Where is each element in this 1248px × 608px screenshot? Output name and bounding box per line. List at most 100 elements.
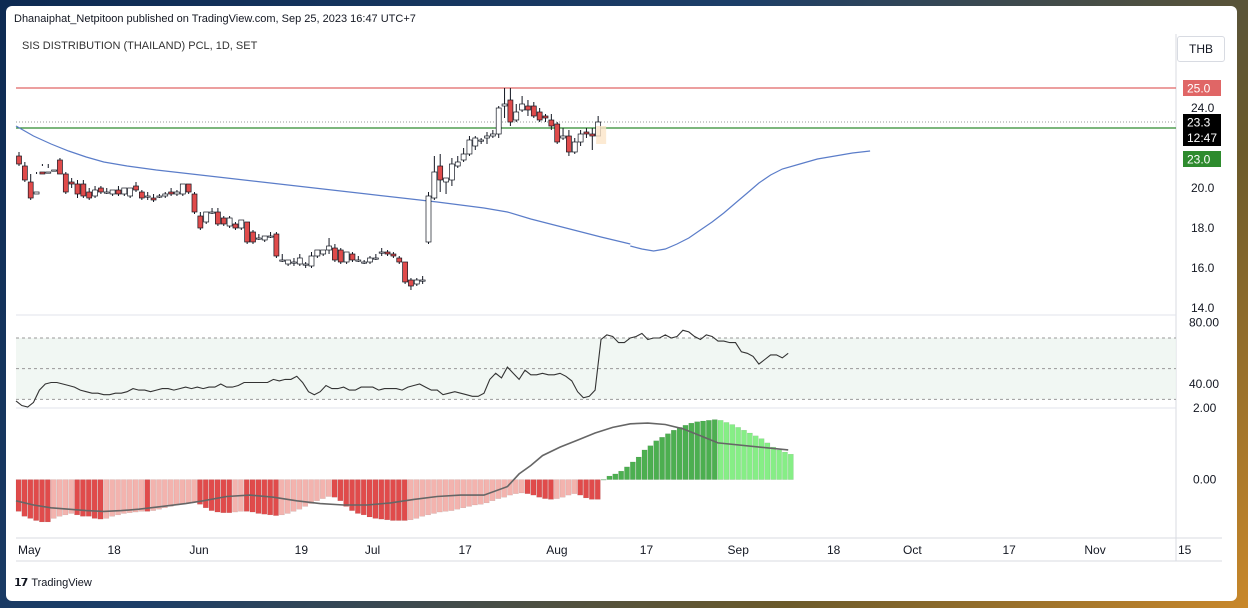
candle-body — [185, 183, 192, 193]
histogram-bar — [776, 449, 782, 480]
candle-body — [179, 183, 186, 195]
oscillator-tick-label: 40.00 — [1189, 377, 1219, 391]
candle-body — [495, 107, 502, 135]
histogram-bar — [630, 461, 636, 480]
histogram-bar — [115, 479, 121, 516]
candle-body — [449, 163, 455, 181]
histogram-bar — [676, 427, 683, 480]
histogram-bar — [548, 479, 554, 500]
candle-body — [554, 123, 561, 143]
time-tick-label: 15 — [1178, 543, 1192, 557]
histogram-bar — [688, 422, 695, 480]
candle-body — [144, 195, 151, 198]
histogram-bar — [337, 479, 344, 501]
histogram-bar — [349, 479, 355, 511]
candle-body — [355, 259, 362, 262]
candle-body — [402, 261, 408, 283]
histogram-bar — [302, 479, 309, 507]
candle-body — [197, 215, 204, 229]
histogram-bar — [214, 479, 221, 513]
candle-body — [501, 103, 508, 107]
histogram-bar — [571, 479, 578, 494]
currency-selector[interactable]: THB — [1177, 36, 1225, 62]
histogram-bar — [162, 479, 168, 509]
candle-body — [191, 193, 198, 213]
candle-body — [425, 195, 432, 243]
footer: 𝟭𝟳 TradingView — [14, 576, 92, 590]
histogram-bar — [536, 479, 543, 498]
histogram-bar — [530, 479, 537, 496]
histogram-bar — [103, 479, 110, 519]
histogram-bar — [21, 479, 28, 517]
candle-body — [226, 217, 233, 227]
candle-body — [168, 191, 174, 195]
histogram-bar — [167, 479, 174, 507]
histogram-bar — [150, 479, 156, 511]
candle-body — [530, 105, 537, 117]
candle-body — [536, 111, 543, 121]
histogram-bar — [600, 479, 607, 481]
histogram-bar — [770, 446, 777, 480]
histogram-bar — [624, 466, 630, 480]
histogram-bar — [583, 479, 589, 499]
candle-body — [273, 233, 280, 257]
oscillator-tick-label: 80.00 — [1189, 316, 1219, 330]
footer-brand: TradingView — [31, 576, 92, 589]
histogram-bar — [320, 479, 326, 499]
candle-body — [384, 251, 391, 255]
time-tick-label: Aug — [546, 543, 567, 557]
candle-body — [460, 153, 467, 161]
histogram-bar — [80, 479, 86, 517]
histogram-bar — [752, 435, 759, 480]
histogram-bar — [121, 479, 127, 514]
candle-body — [437, 165, 444, 181]
candle-body — [62, 173, 69, 193]
histogram-bar — [489, 479, 496, 501]
candle-body — [571, 141, 578, 153]
candle-body — [337, 249, 344, 263]
histogram-bar — [577, 479, 583, 496]
candle-body — [98, 187, 104, 193]
histogram-bar — [460, 479, 467, 509]
histogram-bar — [109, 479, 115, 517]
signal-line — [15, 422, 789, 513]
histogram-bar — [126, 479, 133, 513]
histogram-bar — [735, 427, 741, 480]
histogram-bar — [296, 479, 303, 510]
candle-body — [261, 235, 268, 241]
time-tick-label: Jun — [189, 543, 208, 557]
candle-body — [203, 211, 210, 223]
candle-body — [296, 257, 303, 265]
histogram-bar — [366, 479, 373, 518]
histogram-bar — [758, 438, 765, 480]
candle-body — [466, 139, 473, 155]
candle-body — [583, 131, 590, 135]
candle-body — [156, 195, 163, 198]
histogram-bar — [466, 479, 472, 507]
candle-body — [267, 235, 274, 238]
histogram-bar — [360, 479, 367, 516]
candle-body — [548, 119, 555, 127]
price-tick-label: 24.0 — [1191, 101, 1215, 115]
histogram-bar — [33, 479, 39, 521]
last-bar-highlight — [596, 126, 607, 144]
candle-body — [291, 261, 297, 264]
histogram-bar — [513, 479, 519, 494]
time-tick-label: 19 — [295, 543, 309, 557]
histogram-bar — [314, 479, 320, 501]
candle-body — [419, 279, 426, 282]
candle-body — [490, 133, 496, 137]
price-tick-label: 20.0 — [1191, 181, 1215, 195]
candle-body — [74, 183, 81, 195]
histogram-bar — [85, 479, 92, 517]
histogram-bar — [68, 479, 75, 514]
histogram-bar — [747, 432, 753, 480]
histogram-bar — [711, 419, 718, 480]
price-label-last: 23.3 — [1187, 116, 1211, 130]
price-tick-label: 18.0 — [1191, 221, 1215, 235]
histogram-bar — [788, 453, 794, 480]
tradingview-logo-icon: 𝟭𝟳 — [14, 577, 28, 589]
histogram-bar — [27, 479, 34, 519]
histogram-bar — [290, 479, 297, 512]
histogram-bar — [483, 479, 490, 504]
